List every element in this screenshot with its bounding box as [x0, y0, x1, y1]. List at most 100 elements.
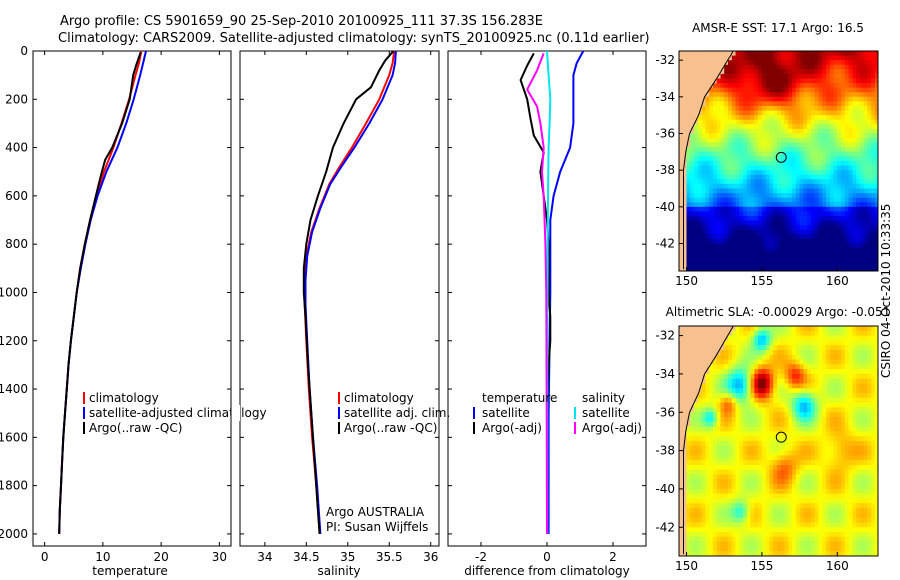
heatmap-cell — [780, 350, 786, 356]
heatmap-cell — [837, 469, 842, 476]
heatmap-cell — [799, 165, 804, 171]
heatmap-cell — [871, 60, 876, 66]
heatmap-cell — [814, 388, 820, 394]
heatmap-cell — [701, 493, 706, 500]
heatmap-cell — [769, 229, 774, 235]
heatmap-cell — [818, 417, 823, 423]
heatmap-cell — [826, 266, 831, 271]
heatmap-cell — [769, 193, 774, 199]
heatmap-cell — [822, 165, 827, 171]
heatmap-cell — [829, 402, 835, 409]
heatmap-cell — [780, 460, 786, 466]
heatmap-cell — [788, 340, 793, 346]
heatmap-cell — [773, 455, 778, 461]
heatmap-cell — [728, 266, 733, 271]
heatmap-cell — [875, 522, 878, 528]
heatmap-cell — [773, 101, 778, 107]
land-cell — [716, 345, 722, 351]
heatmap-cell — [758, 51, 763, 57]
heatmap-cell — [871, 248, 876, 254]
heatmap-cell — [837, 261, 842, 267]
heatmap-cell — [833, 234, 838, 240]
land-cell — [697, 369, 703, 375]
heatmap-cell — [814, 436, 820, 442]
heatmap-cell — [701, 517, 706, 524]
heatmap-cell — [875, 436, 878, 442]
heatmap-cell — [777, 421, 782, 428]
heatmap-cell — [788, 474, 793, 480]
heatmap-cell — [712, 388, 718, 394]
heatmap-cell — [761, 138, 767, 144]
heatmap-cell — [795, 87, 801, 93]
heatmap-cell — [769, 455, 774, 461]
heatmap-cell — [818, 115, 823, 121]
heatmap-cell — [712, 436, 718, 442]
heatmap-cell — [875, 73, 878, 80]
heatmap-cell — [807, 101, 812, 107]
heatmap-cell — [716, 373, 722, 380]
heatmap-cell — [803, 133, 808, 139]
heatmap-cell — [739, 445, 744, 452]
land-cell — [679, 369, 684, 375]
heatmap-cell — [765, 378, 771, 385]
heatmap-cell — [686, 503, 691, 509]
heatmap-cell — [848, 364, 853, 370]
heatmap-cell — [871, 257, 876, 263]
heatmap-cell — [867, 156, 872, 162]
x-tick-label: 155 — [750, 274, 773, 288]
heatmap-cell — [829, 522, 835, 528]
heatmap-cell — [690, 142, 695, 148]
heatmap-cell — [841, 407, 846, 413]
heatmap-cell — [728, 417, 733, 423]
heatmap-cell — [758, 248, 763, 254]
heatmap-cell — [773, 388, 778, 394]
heatmap-cell — [848, 407, 853, 413]
land-cell — [682, 96, 688, 102]
heatmap-cell — [709, 151, 714, 157]
heatmap-cell — [871, 170, 876, 176]
heatmap-cell — [709, 216, 714, 222]
heatmap-cell — [761, 197, 767, 203]
heatmap-cell — [863, 522, 869, 528]
land-cell — [679, 64, 684, 70]
heatmap-cell — [867, 216, 872, 222]
heatmap-cell — [712, 257, 718, 263]
heatmap-cell — [773, 206, 778, 212]
heatmap-cell — [859, 110, 865, 116]
land-cell — [705, 64, 710, 70]
heatmap-cell — [818, 450, 823, 456]
heatmap-cell — [743, 64, 748, 70]
heatmap-cell — [837, 455, 842, 461]
heatmap-cell — [743, 243, 748, 249]
y-tick-label: 2000 — [0, 527, 28, 541]
heatmap-cell — [746, 197, 752, 203]
heatmap-cell — [848, 383, 853, 389]
heatmap-cell — [826, 498, 831, 504]
heatmap-cell — [765, 455, 771, 461]
heatmap-cell — [746, 73, 752, 80]
heatmap-cell — [769, 450, 774, 456]
heatmap-cell — [728, 412, 733, 418]
heatmap-cell — [701, 488, 706, 495]
heatmap-cell — [810, 436, 816, 442]
heatmap-cell — [712, 138, 718, 144]
heatmap-cell — [743, 220, 748, 226]
land-cell — [679, 431, 684, 437]
heatmap-cell — [746, 83, 752, 89]
heatmap-cell — [863, 174, 869, 180]
heatmap-cell — [686, 183, 691, 190]
heatmap-cell — [720, 407, 725, 413]
heatmap-cell — [810, 455, 816, 461]
heatmap-cell — [709, 124, 714, 130]
heatmap-cell — [777, 397, 782, 404]
heatmap-cell — [792, 479, 797, 485]
heatmap-cell — [784, 156, 789, 162]
heatmap-cell — [856, 350, 861, 356]
heatmap-cell — [784, 73, 789, 80]
heatmap-cell — [686, 151, 691, 157]
land-cell — [716, 55, 722, 61]
heatmap-cell — [867, 78, 872, 84]
heatmap-cell — [758, 436, 763, 442]
land-cell — [679, 128, 684, 135]
heatmap-cell — [826, 78, 831, 84]
